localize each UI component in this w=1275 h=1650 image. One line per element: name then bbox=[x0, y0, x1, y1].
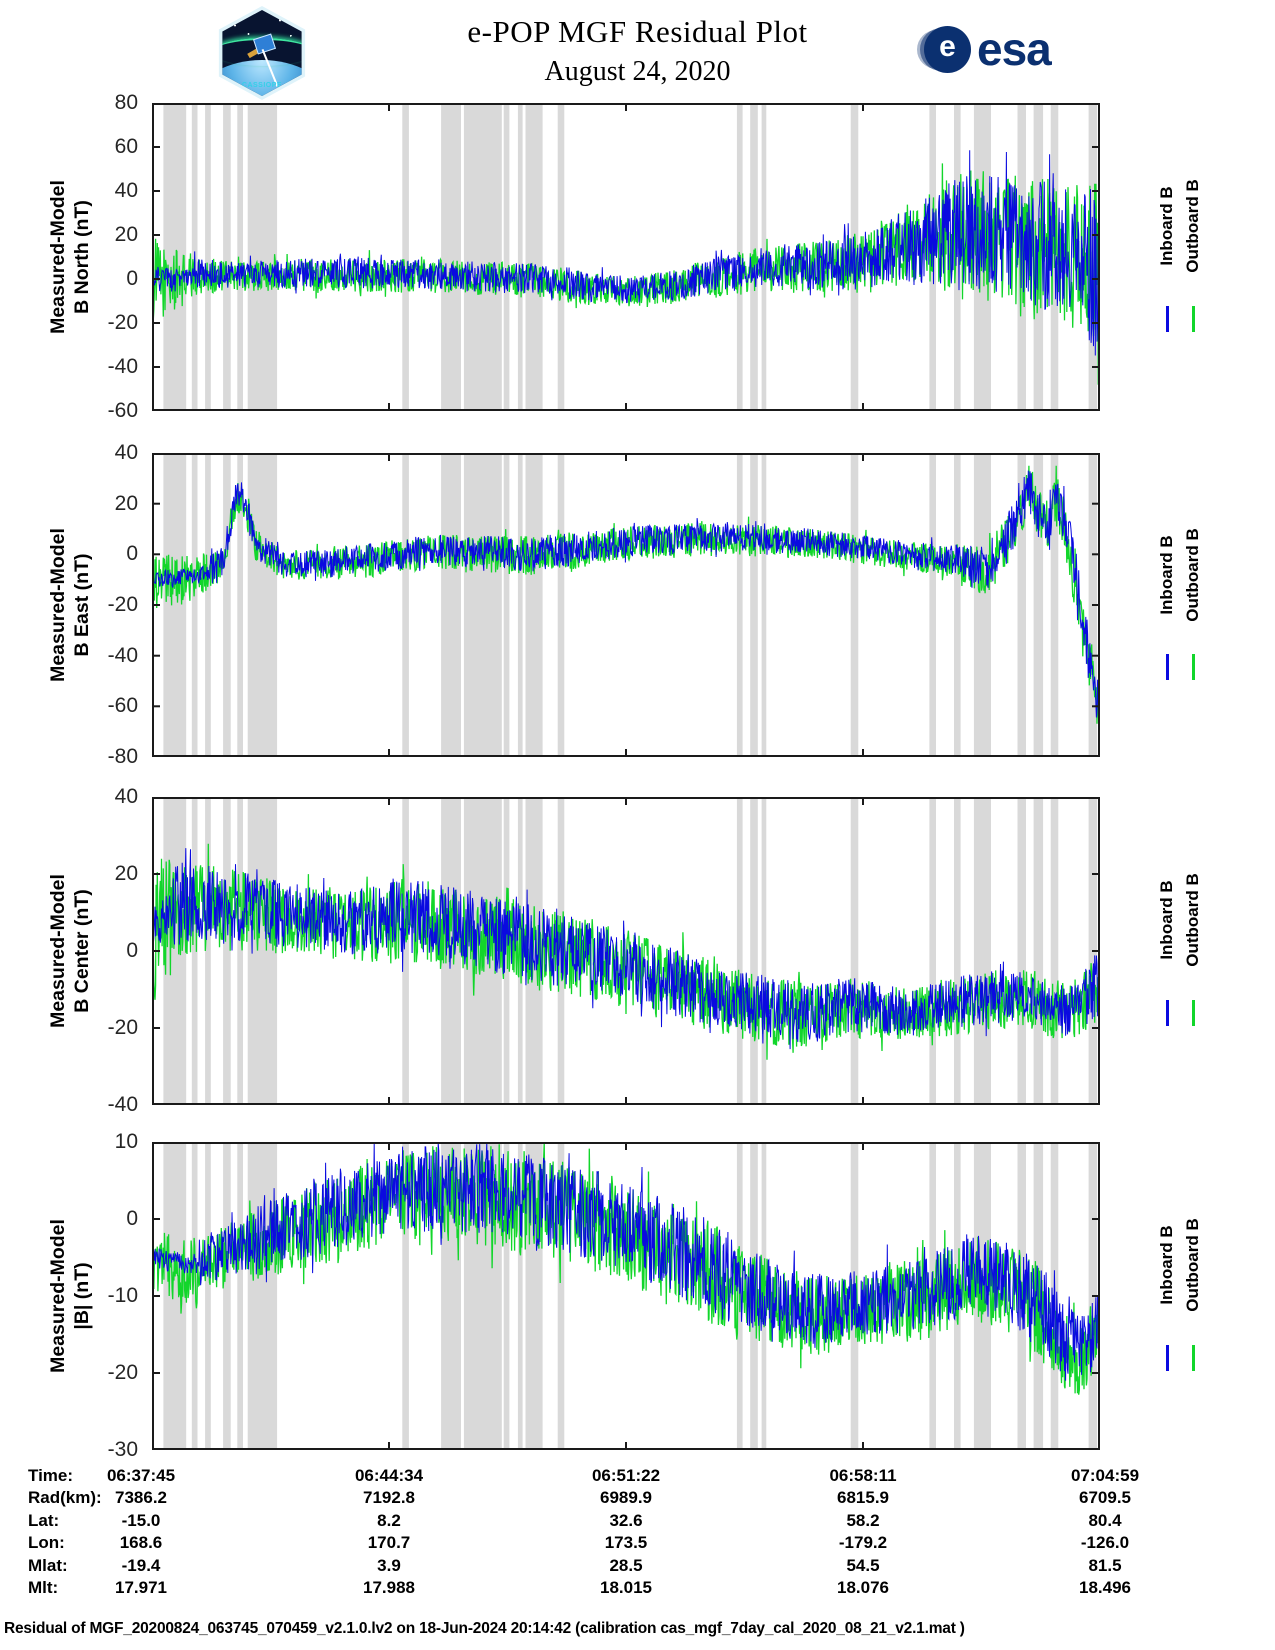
table-cell: 81.5 bbox=[1088, 1555, 1122, 1575]
table-row-label-mlt: Mlt: bbox=[28, 1578, 59, 1597]
table-cell: 168.6 bbox=[119, 1533, 163, 1553]
y-tick-label: -80 bbox=[107, 745, 138, 768]
table-cell: 06:37:45 bbox=[106, 1466, 176, 1485]
table-cell: 173.5 bbox=[604, 1533, 648, 1553]
table-cell: 32.6 bbox=[609, 1510, 643, 1530]
legend-inboard-line-sample bbox=[1165, 1345, 1169, 1372]
patch-mission-name: CASSIOPE bbox=[241, 82, 283, 89]
legend-inboard-line-sample bbox=[1165, 306, 1169, 333]
table-cell: -126.0 bbox=[1080, 1533, 1130, 1553]
table-cell: -15.0 bbox=[121, 1510, 161, 1530]
table-cell: 7192.8 bbox=[363, 1488, 415, 1508]
table-cell: 58.2 bbox=[846, 1510, 880, 1530]
table-cell: 07:04:59 bbox=[1070, 1466, 1140, 1485]
table-cell: 3.9 bbox=[377, 1555, 401, 1575]
legend-outboard-line-sample bbox=[1191, 1345, 1195, 1372]
esa-globe-icon: e bbox=[924, 25, 971, 73]
table-cell: 06:51:22 bbox=[591, 1466, 661, 1485]
table-cell: 17.988 bbox=[363, 1578, 415, 1597]
table-cell: 18.076 bbox=[837, 1578, 889, 1597]
table-cell: -179.2 bbox=[838, 1533, 888, 1553]
y-tick-label: 40 bbox=[114, 441, 138, 464]
y-tick-label: 80 bbox=[114, 91, 138, 114]
inboard-b-trace-b-north bbox=[152, 150, 1100, 356]
table-cell: 06:58:11 bbox=[829, 1466, 897, 1485]
y-tick-label: 0 bbox=[126, 542, 138, 566]
y-tick-label: -40 bbox=[107, 1093, 138, 1116]
legend-inboard-label: Inboard B bbox=[1157, 1225, 1176, 1305]
page-date: August 24, 2020 bbox=[544, 56, 731, 87]
table-cell: 80.4 bbox=[1088, 1510, 1122, 1530]
table-row-label-mlat: Mlat: bbox=[28, 1555, 68, 1575]
legend-inboard-line-sample bbox=[1165, 1000, 1169, 1027]
y-tick-label: 60 bbox=[114, 135, 138, 158]
y-tick-label: -20 bbox=[107, 1016, 138, 1039]
y-tick-label: -40 bbox=[107, 355, 138, 378]
chart-canvas-b-magnitude bbox=[152, 1142, 1100, 1450]
y-tick-label: -40 bbox=[107, 643, 138, 667]
y-tick-label: -20 bbox=[107, 1361, 138, 1384]
chart-canvas-b-north bbox=[152, 103, 1100, 411]
table-cell: 18.015 bbox=[600, 1578, 652, 1597]
chart-canvas-b-center bbox=[152, 797, 1100, 1105]
legend-outboard-label: Outboard B bbox=[1183, 873, 1202, 967]
legend-outboard-line-sample bbox=[1191, 653, 1195, 680]
table-row-label-lon: Lon: bbox=[28, 1533, 65, 1553]
esa-globe-letter: e bbox=[939, 29, 956, 63]
y-tick-label: 20 bbox=[114, 862, 138, 885]
legend-outboard-line-sample bbox=[1191, 1000, 1195, 1027]
esa-logo: e esa bbox=[924, 22, 1052, 76]
y-tick-label: 40 bbox=[114, 785, 138, 808]
chart-canvas-b-east bbox=[152, 453, 1100, 757]
y-tick-label: -30 bbox=[107, 1438, 138, 1461]
y-tick-label: -20 bbox=[107, 593, 138, 616]
y-tick-label: 20 bbox=[114, 223, 138, 246]
patch-space-background: CASSIOPE bbox=[222, 10, 302, 96]
table-cell: 7386.2 bbox=[115, 1488, 167, 1508]
table-cell: 18.496 bbox=[1079, 1578, 1131, 1597]
inboard-b-trace-b-east bbox=[152, 470, 1100, 724]
table-cell: 6709.5 bbox=[1079, 1488, 1131, 1508]
legend-outboard-label: Outboard B bbox=[1183, 527, 1202, 622]
legend-inboard-line-sample bbox=[1165, 653, 1169, 680]
table-cell: 06:44:34 bbox=[354, 1466, 424, 1485]
table-row-label-lat: Lat: bbox=[28, 1510, 60, 1530]
y-tick-label: 20 bbox=[114, 491, 138, 515]
legend-outboard-line-sample bbox=[1191, 306, 1195, 333]
legend-outboard-label: Outboard B bbox=[1183, 179, 1202, 273]
y-tick-label: -10 bbox=[107, 1284, 138, 1307]
table-cell: -19.4 bbox=[121, 1555, 161, 1575]
esa-wordmark: esa bbox=[977, 23, 1052, 75]
y-tick-label: -20 bbox=[107, 311, 138, 334]
table-cell: 170.7 bbox=[367, 1533, 411, 1553]
table-cell: 8.2 bbox=[377, 1510, 401, 1530]
inboard-b-trace-b-magnitude bbox=[152, 1142, 1100, 1381]
y-tick-label: 0 bbox=[126, 267, 138, 290]
table-cell: 28.5 bbox=[609, 1555, 643, 1575]
table-cell: 6815.9 bbox=[837, 1488, 889, 1508]
inboard-b-trace-b-center bbox=[152, 848, 1100, 1050]
legend-inboard-label: Inboard B bbox=[1157, 534, 1176, 615]
table-cell: 6989.9 bbox=[600, 1488, 652, 1508]
y-tick-label: -60 bbox=[107, 694, 138, 718]
y-tick-label: 40 bbox=[114, 179, 138, 202]
page-title: e-POP MGF Residual Plot bbox=[467, 14, 808, 49]
table-row-label-radkm: Rad(km): bbox=[28, 1488, 102, 1508]
footer-provenance-text: Residual of MGF_20200824_063745_070459_v… bbox=[4, 1620, 965, 1637]
legend-inboard-label: Inboard B bbox=[1157, 186, 1176, 266]
legend-outboard-label: Outboard B bbox=[1183, 1218, 1202, 1312]
table-row-label-time: Time: bbox=[28, 1466, 74, 1485]
y-tick-label: -60 bbox=[107, 399, 138, 422]
legend-inboard-label: Inboard B bbox=[1157, 880, 1176, 960]
y-tick-label: 0 bbox=[126, 1207, 138, 1230]
y-tick-label: 10 bbox=[114, 1130, 138, 1153]
y-tick-label: 0 bbox=[126, 939, 138, 962]
header-title-block: e-POP MGF Residual Plot August 24, 2020 bbox=[0, 14, 1275, 88]
table-cell: 54.5 bbox=[846, 1555, 880, 1575]
table-cell: 17.971 bbox=[115, 1578, 167, 1597]
